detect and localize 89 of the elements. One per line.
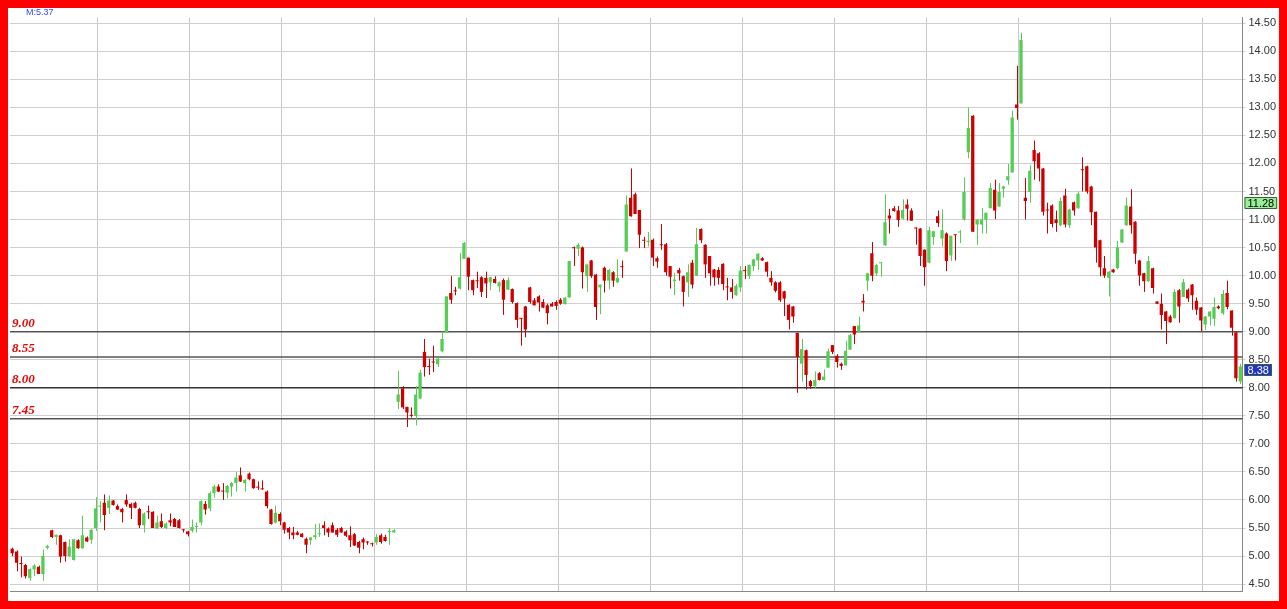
candlestick bbox=[440, 331, 444, 353]
candlestick bbox=[260, 479, 264, 491]
candlestick bbox=[1032, 139, 1036, 181]
candlestick bbox=[686, 263, 690, 298]
candlestick bbox=[642, 236, 646, 249]
y-tick-label: 4.50 bbox=[1248, 577, 1270, 590]
y-tick-label: 8.50 bbox=[1248, 352, 1270, 365]
candlestick bbox=[953, 234, 957, 261]
y-tick-label: 11.00 bbox=[1248, 212, 1276, 225]
ref-line-label: 7.45 bbox=[12, 401, 36, 417]
candlestick bbox=[1107, 270, 1111, 297]
y-tick-label: 7.00 bbox=[1248, 436, 1270, 449]
candlestick bbox=[997, 182, 1001, 208]
candlestick bbox=[957, 229, 962, 244]
candlestick bbox=[181, 528, 185, 534]
candlestick bbox=[1221, 289, 1225, 316]
y-tick-label: 10.00 bbox=[1248, 268, 1276, 281]
candlestick bbox=[400, 385, 405, 410]
candlestick bbox=[800, 338, 804, 383]
y-tick-label: 12.00 bbox=[1248, 156, 1276, 169]
candlestick bbox=[1006, 163, 1010, 186]
ref-line-label: 8.00 bbox=[12, 370, 36, 386]
candlestick bbox=[993, 179, 997, 220]
candlestick bbox=[234, 471, 238, 493]
candlestick bbox=[607, 268, 611, 291]
y-tick-label: 12.50 bbox=[1248, 128, 1276, 141]
candlestick bbox=[409, 406, 413, 419]
y-tick-label: 13.00 bbox=[1248, 100, 1276, 113]
candlestick bbox=[743, 265, 747, 280]
candlestick bbox=[484, 271, 488, 299]
candlestick bbox=[681, 275, 685, 307]
candlestick bbox=[514, 302, 519, 329]
candlestick bbox=[571, 245, 576, 267]
candlestick bbox=[870, 241, 874, 282]
y-tick-label: 10.50 bbox=[1248, 240, 1276, 253]
candlestick bbox=[431, 345, 435, 373]
candlestick bbox=[602, 266, 606, 293]
candlestick bbox=[1028, 164, 1032, 204]
candlestick bbox=[620, 259, 624, 279]
ref-line-label: 8.55 bbox=[12, 339, 36, 355]
candlestick bbox=[545, 303, 549, 325]
text: 11.28 bbox=[1247, 196, 1275, 209]
ref-line-label: 9.00 bbox=[12, 314, 36, 330]
candlestick bbox=[1080, 156, 1085, 192]
candlestick bbox=[650, 238, 655, 267]
candlestick bbox=[256, 480, 260, 491]
candlestick bbox=[861, 293, 865, 313]
candlestick bbox=[1177, 288, 1181, 324]
candlestick bbox=[585, 263, 589, 293]
candlestick bbox=[690, 259, 694, 290]
candlestick bbox=[1150, 267, 1155, 295]
candlestick bbox=[93, 496, 98, 532]
y-tick-label: 7.50 bbox=[1248, 408, 1270, 421]
candlestick bbox=[221, 482, 225, 501]
y-tick-label: 14.00 bbox=[1248, 44, 1276, 57]
candlestick bbox=[1146, 255, 1150, 283]
y-tick-label: 6.00 bbox=[1248, 493, 1270, 505]
candlestick bbox=[721, 262, 725, 291]
y-tick-label: 9.00 bbox=[1248, 324, 1270, 337]
candlestick bbox=[778, 280, 782, 303]
y-tick-label: 14.50 bbox=[1248, 16, 1276, 29]
candlestick bbox=[883, 193, 887, 247]
candlestick bbox=[988, 182, 992, 209]
y-tick-label: 6.50 bbox=[1248, 464, 1270, 477]
candlestick bbox=[523, 305, 527, 338]
candlestick bbox=[1225, 280, 1229, 310]
candlestick bbox=[975, 219, 979, 246]
candlestick bbox=[905, 198, 909, 222]
candlestick bbox=[1054, 210, 1058, 233]
candlestick bbox=[786, 303, 791, 330]
candlestick bbox=[449, 275, 453, 305]
candlestick bbox=[1102, 255, 1106, 279]
text: 8.38 bbox=[1247, 363, 1269, 376]
y-tick-label: 9.50 bbox=[1248, 296, 1270, 309]
candlestick bbox=[422, 338, 427, 378]
y-tick-label: 5.00 bbox=[1248, 549, 1270, 562]
candlestick bbox=[475, 271, 479, 289]
y-tick-label: 11.50 bbox=[1248, 184, 1276, 197]
candlestick bbox=[729, 278, 734, 300]
y-tick-label: 8.00 bbox=[1248, 380, 1270, 393]
candlestick bbox=[1137, 259, 1142, 287]
candlestick bbox=[466, 257, 470, 291]
text: M:5.37 bbox=[26, 6, 54, 17]
y-tick-label: 13.50 bbox=[1248, 72, 1276, 85]
candlestick bbox=[142, 511, 146, 534]
y-tick-label: 5.50 bbox=[1248, 521, 1270, 534]
candlestick bbox=[207, 491, 212, 512]
candlestick bbox=[479, 275, 484, 298]
candlestick bbox=[199, 500, 203, 526]
